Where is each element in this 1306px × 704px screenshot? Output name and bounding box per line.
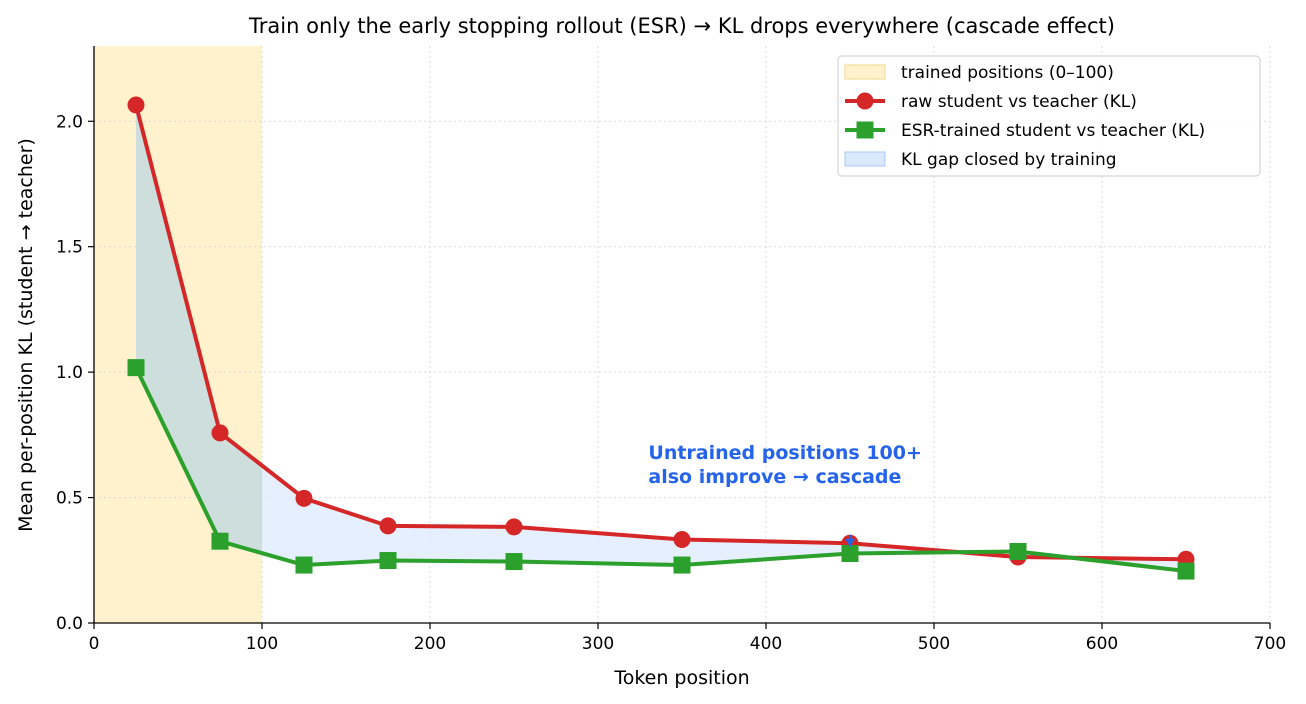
series-1-point xyxy=(211,424,229,442)
legend-label: trained positions (0–100) xyxy=(901,63,1114,83)
plot-area: 0 100 200 300 400 500 600 700 0.0 0.5 1.0 1.5 2.0 xyxy=(56,46,1286,654)
x-tick-label: 500 xyxy=(918,634,950,654)
annotation-text-line: also improve → cascade xyxy=(648,466,901,488)
x-tick-label: 600 xyxy=(1086,634,1118,654)
series-1-point xyxy=(673,530,691,548)
x-tick-label: 700 xyxy=(1254,634,1286,654)
series-2-point xyxy=(1009,543,1027,561)
series-2-point xyxy=(127,359,145,377)
series-2-point xyxy=(211,532,229,550)
y-tick-label: 0.0 xyxy=(56,614,83,634)
series-2-point xyxy=(505,553,523,571)
x-tick-label: 0 xyxy=(89,634,100,654)
y-tick-label: 1.0 xyxy=(56,363,83,383)
y-axis-label: Mean per-position KL (student → teacher) xyxy=(15,138,37,532)
series-1-point xyxy=(127,96,145,114)
legend-swatch xyxy=(844,64,886,80)
legend-box xyxy=(837,55,1261,177)
x-tick-label: 300 xyxy=(582,634,614,654)
annotation-arrowhead xyxy=(845,538,855,547)
y-tick-label: 1.5 xyxy=(56,238,83,258)
x-tick-label: 400 xyxy=(750,634,782,654)
legend: trained positions (0–100) raw student vs … xyxy=(837,55,1261,177)
legend-label: raw student vs teacher (KL) xyxy=(901,92,1137,112)
legend-label: ESR-trained student vs teacher (KL) xyxy=(901,121,1205,141)
series-2-point xyxy=(673,556,691,574)
series-2-point xyxy=(841,545,859,563)
series-1-point xyxy=(295,489,313,507)
annotation-text-line: Untrained positions 100+ xyxy=(648,442,922,464)
series-2-point xyxy=(295,556,313,574)
y-tick-label: 2.0 xyxy=(56,112,83,132)
legend-label: KL gap closed by training xyxy=(901,150,1117,170)
series-1-point xyxy=(505,518,523,536)
annotation: Untrained positions 100+also improve → c… xyxy=(648,442,922,547)
x-tick-label: 200 xyxy=(414,634,446,654)
legend-swatch-marker xyxy=(856,121,874,139)
series-1-point xyxy=(379,517,397,535)
legend-swatch xyxy=(844,151,886,167)
series-2-point xyxy=(379,552,397,570)
chart-title: Train only the early stopping rollout (E… xyxy=(248,14,1115,38)
x-tick-label: 100 xyxy=(246,634,278,654)
y-tick-label: 0.5 xyxy=(56,489,83,509)
series-2-point xyxy=(1177,562,1195,580)
x-axis-label: Token position xyxy=(613,667,749,689)
legend-swatch-marker xyxy=(856,92,874,110)
